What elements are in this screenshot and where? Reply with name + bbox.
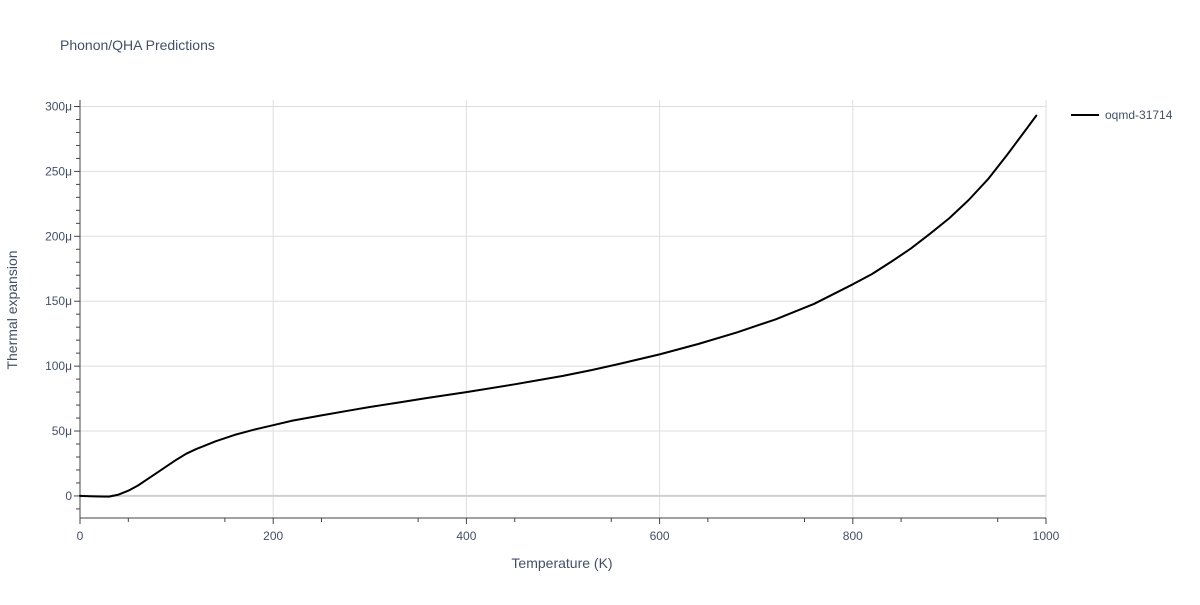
x-tick-label: 600: [650, 529, 670, 543]
y-tick-label: 300μ: [45, 99, 72, 113]
series-line-oqmd-31714[interactable]: [79, 114, 1038, 498]
y-tick-label: 200μ: [45, 229, 72, 243]
x-tick-label: 400: [456, 529, 476, 543]
x-tick-label: 1000: [1033, 529, 1060, 543]
y-tick-label: 0: [65, 489, 72, 503]
x-axis-label: Temperature (K): [511, 555, 612, 571]
y-tick-label: 50μ: [52, 424, 72, 438]
chart-title: Phonon/QHA Predictions: [60, 37, 215, 53]
x-tick-label: 200: [263, 529, 283, 543]
x-tick-label: 0: [77, 529, 84, 543]
y-axis-label: Thermal expansion: [4, 250, 20, 369]
axis-layer: 0 200 400 600 800 1000 0 50μ 100μ 150μ 200μ 250μ 300…: [45, 99, 1060, 543]
grid-layer: [80, 100, 1047, 518]
series-layer: [79, 114, 1038, 498]
y-tick-label: 150μ: [45, 294, 72, 308]
y-tick-label: 250μ: [45, 164, 72, 178]
legend-label[interactable]: oqmd-31714: [1105, 108, 1173, 122]
x-tick-label: 800: [843, 529, 863, 543]
legend[interactable]: oqmd-31714: [1071, 108, 1173, 122]
y-tick-label: 100μ: [45, 359, 72, 373]
